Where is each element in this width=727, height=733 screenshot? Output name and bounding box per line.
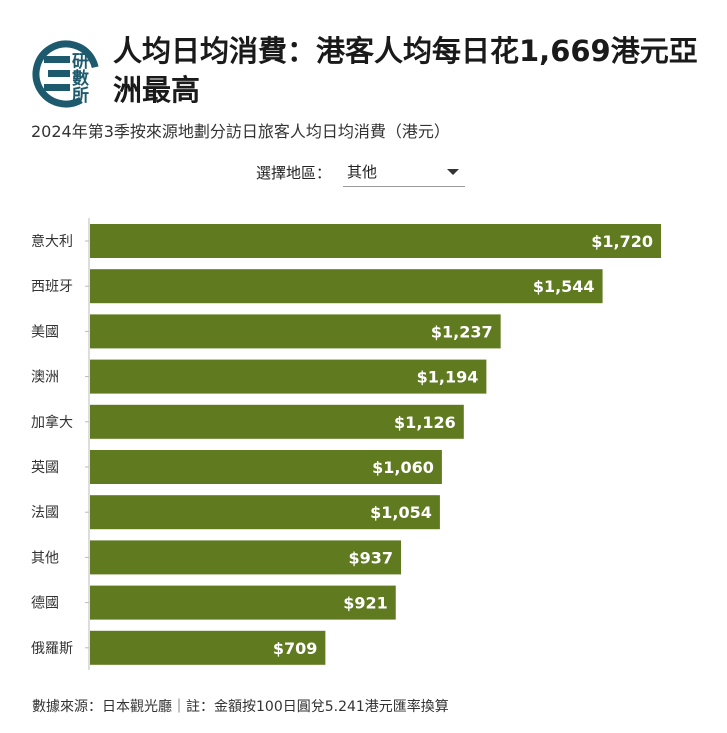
- region-select[interactable]: 其他: [343, 157, 466, 187]
- category-label: 英國: [31, 459, 59, 476]
- bar[interactable]: [90, 359, 487, 394]
- headline: 人均日均消費：港客人均每日花1,669港元亞洲最高: [113, 34, 698, 107]
- bar[interactable]: [90, 495, 440, 530]
- region-filter-label: 選擇地區：: [256, 163, 332, 182]
- category-label: 加拿大: [31, 414, 73, 431]
- bar[interactable]: [90, 404, 464, 439]
- bar-value-label: $1,060: [372, 458, 434, 477]
- logo-bar: [44, 56, 70, 63]
- bar[interactable]: [90, 630, 326, 665]
- category-label: 俄羅斯: [31, 641, 73, 657]
- logo: 研數所: [32, 40, 100, 108]
- bar[interactable]: [90, 269, 603, 304]
- subtitle: 2024年第3季按來源地劃分訪日旅客人均日均消費（港元）: [31, 122, 450, 141]
- bar-value-label: $921: [343, 594, 388, 613]
- bar-value-label: $1,237: [431, 322, 493, 341]
- bar-chart: 意大利 $1,720 西班牙 $1,544 美國 $1,237 澳洲 $1,194 加拿大 $1,…: [31, 218, 661, 670]
- category-label: 美國: [31, 324, 59, 340]
- bar[interactable]: [90, 314, 501, 349]
- bar[interactable]: [90, 540, 402, 575]
- chevron-down-icon: [447, 168, 460, 175]
- category-label: 意大利: [31, 233, 73, 250]
- category-label: 法國: [31, 505, 59, 521]
- bar-value-label: $1,126: [394, 413, 456, 432]
- region-filter: 選擇地區： 其他: [256, 156, 466, 188]
- logo-ring: [32, 40, 100, 108]
- bar-value-label: $1,194: [417, 368, 479, 387]
- bar-value-label: $1,544: [533, 277, 595, 296]
- footer-note: 數據來源：日本觀光廳｜註：金額按100日圓兌5.241港元匯率換算: [32, 699, 449, 715]
- bar-value-label: $1,720: [591, 232, 653, 251]
- bar-value-label: $709: [273, 639, 318, 658]
- category-label: 其他: [31, 550, 59, 566]
- bar[interactable]: [90, 224, 661, 258]
- category-label: 澳洲: [31, 370, 59, 386]
- region-select-value: 其他: [347, 163, 378, 181]
- logo-bar: [48, 70, 70, 77]
- category-label: 西班牙: [31, 279, 73, 295]
- bar[interactable]: [90, 450, 442, 484]
- category-label: 德國: [31, 596, 59, 612]
- bar-value-label: $1,054: [370, 503, 432, 522]
- bar[interactable]: [90, 585, 396, 620]
- logo-bar: [44, 84, 70, 91]
- logo-text: 研數所: [68, 52, 89, 104]
- bar-value-label: $937: [349, 548, 394, 567]
